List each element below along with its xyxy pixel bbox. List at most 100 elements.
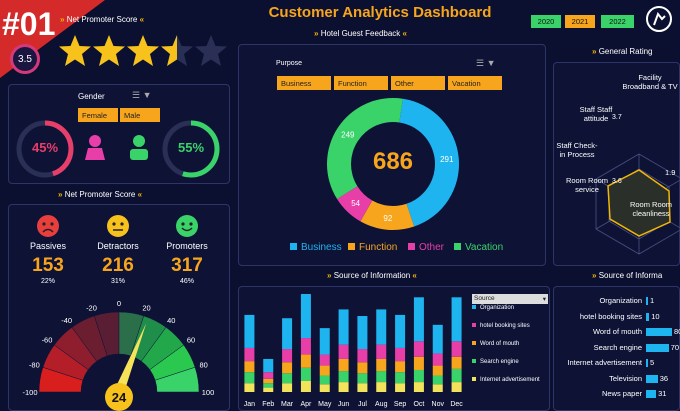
bar-segment xyxy=(300,338,311,355)
source-right-row: Organization 1 xyxy=(553,294,680,310)
month-label: Feb xyxy=(262,401,274,408)
bar-segment xyxy=(395,361,406,373)
female-donut xyxy=(16,120,74,178)
donut-slice-function xyxy=(360,200,415,230)
source-right-value: 5 xyxy=(650,358,655,367)
source-legend-item[interactable]: Word of mouth xyxy=(472,341,548,355)
bar-segment xyxy=(282,318,293,350)
bar-segment xyxy=(244,361,255,373)
source-dropdown[interactable]: Source ▾ xyxy=(472,294,548,304)
feedback-filter-icon[interactable]: ☰ ▼ xyxy=(476,58,496,68)
legend-other: Other xyxy=(408,242,444,253)
legend-other-label: Other xyxy=(419,242,445,253)
year-2022[interactable]: 2022 xyxy=(601,15,634,28)
bar-segment xyxy=(319,365,330,376)
source-right-label: News paper xyxy=(601,389,642,398)
source-legend-item[interactable]: Organization xyxy=(472,305,548,319)
purpose-slicer-vacation[interactable]: Vacation xyxy=(448,76,502,90)
month-label: Nov xyxy=(432,401,445,408)
star-icon xyxy=(127,35,159,66)
bar-segment xyxy=(282,373,293,384)
source-right-row: News paper 31 xyxy=(553,387,680,403)
source-right-row: Television 36 xyxy=(553,372,680,388)
purpose-label: Purpose xyxy=(276,60,303,67)
bar-segment xyxy=(395,372,406,384)
gauge-needle xyxy=(114,323,147,394)
nps-header: » Net Promoter Score « xyxy=(58,190,143,199)
donut-slice-business xyxy=(399,98,459,227)
bar-segment xyxy=(413,297,424,342)
bar-segment xyxy=(300,380,311,392)
bar-segment xyxy=(338,344,349,359)
bar-segment xyxy=(413,341,424,357)
star-icon xyxy=(59,35,91,66)
gauge-tick: 60 xyxy=(187,336,195,345)
bar-segment xyxy=(413,369,424,383)
source-legend: Organization hotel booking sites Word of… xyxy=(472,305,548,391)
legend-business-label: Business xyxy=(301,242,342,253)
source-legend-item[interactable]: Internet advertisement xyxy=(472,377,548,391)
feedback-title: Hotel Guest Feedback xyxy=(320,29,401,38)
purpose-slicer-function[interactable]: Function xyxy=(334,76,388,90)
bar-segment xyxy=(413,356,424,370)
male-person-icon xyxy=(130,135,148,160)
year-2021[interactable]: 2021 xyxy=(565,15,595,28)
source-right-value: 36 xyxy=(659,373,669,383)
donut-label: 54 xyxy=(351,199,360,208)
bar-segment xyxy=(357,373,368,384)
legend-vacation: Vacation xyxy=(454,242,503,253)
month-label: Sep xyxy=(394,401,407,408)
bar-segment xyxy=(357,316,368,350)
month-label: Aug xyxy=(375,401,388,408)
general-rating-title: General Rating xyxy=(598,47,653,56)
source-right-title: Source of Informa xyxy=(598,271,663,280)
source-right-label: Organization xyxy=(599,296,642,305)
bar-segment xyxy=(338,371,349,383)
source-bar-chart: Jan Feb Mar Apr May Jun Jul Aug Sep Oct Nov Dec xyxy=(244,294,463,408)
female-person-icon xyxy=(85,135,105,160)
year-2020[interactable]: 2020 xyxy=(531,15,561,28)
radar-axis-attitude: Staff Staff attitude xyxy=(579,105,613,123)
month-label: Dec xyxy=(450,401,463,408)
logo-icon xyxy=(646,6,672,32)
gender-slicer-male[interactable]: Male xyxy=(120,108,160,122)
month-label: Jun xyxy=(338,401,349,408)
purpose-slicer-business[interactable]: Business xyxy=(277,76,331,90)
rating-value: 3.5 xyxy=(18,53,32,65)
bar-segment xyxy=(263,387,274,392)
filter-icon[interactable]: ☰ ▼ xyxy=(132,90,152,100)
source-right-value: 80 xyxy=(674,327,680,336)
radar-value-37: 3.7 xyxy=(612,114,622,121)
source-legend-item[interactable]: hotel booking sites xyxy=(472,323,548,337)
star-rating xyxy=(59,35,227,66)
month-label: Jul xyxy=(358,401,367,408)
nps-top-title: Net Promoter Score xyxy=(66,15,138,24)
source-right-row: hotel booking sites 10 xyxy=(553,310,680,326)
bar-segment xyxy=(244,372,255,384)
source-header: » Source of Information « xyxy=(327,271,417,280)
feedback-header: » Hotel Guest Feedback « xyxy=(314,29,407,38)
star-icon xyxy=(195,35,227,66)
source-right-label: Internet advertisement xyxy=(567,358,642,367)
bar-segment xyxy=(319,354,330,366)
rating-badge: 3.5 xyxy=(10,44,40,74)
source-right-value: 10 xyxy=(651,311,660,321)
source-right-bar xyxy=(646,297,648,305)
bar-segment xyxy=(300,367,311,381)
radar-value-36: 3.6 xyxy=(612,178,622,185)
legend-function-label: Function xyxy=(359,242,398,253)
bar-segment xyxy=(338,382,349,392)
bar-segment xyxy=(432,353,443,366)
bar-segment xyxy=(395,347,406,362)
radar-axis-cleanliness: Room Room cleanliness xyxy=(629,200,673,218)
source-legend-item[interactable]: Search engine xyxy=(472,359,548,373)
bar-segment xyxy=(263,358,274,373)
donut-label: 92 xyxy=(383,214,392,223)
radar-chart xyxy=(595,153,680,255)
sad-face-icon xyxy=(37,215,59,237)
nps-gauge: -100 -80 -60 -40 -20 0 20 40 60 80 100 24 xyxy=(22,299,214,411)
feedback-donut: 291 92 54 249 xyxy=(327,98,459,230)
gender-slicer-female[interactable]: Female xyxy=(78,108,118,122)
gauge-tick: -20 xyxy=(86,303,97,312)
purpose-slicer-other[interactable]: Other xyxy=(391,76,445,90)
